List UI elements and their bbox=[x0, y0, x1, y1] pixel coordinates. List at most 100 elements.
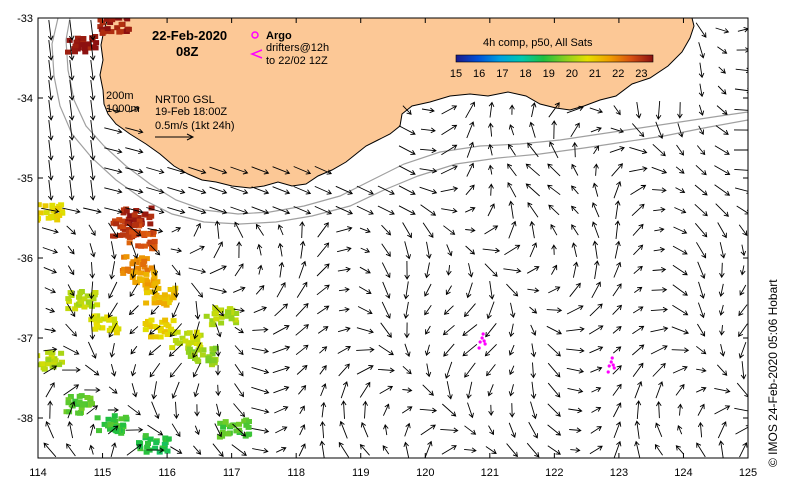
current-arrow-icon bbox=[378, 344, 394, 356]
current-arrow-icon bbox=[446, 244, 453, 257]
current-arrow-icon bbox=[380, 322, 392, 338]
current-arrow-icon bbox=[694, 223, 708, 238]
current-arrow-icon bbox=[377, 185, 395, 195]
current-arrow-icon bbox=[316, 284, 330, 296]
current-arrow-icon bbox=[125, 147, 144, 155]
current-arrow-icon bbox=[466, 141, 475, 158]
current-arrow-icon bbox=[67, 245, 75, 255]
current-arrow-icon bbox=[108, 386, 118, 394]
sst-pixel bbox=[31, 219, 37, 224]
current-arrow-icon bbox=[273, 385, 290, 394]
sst-pixel bbox=[232, 317, 239, 323]
current-arrow-icon bbox=[441, 445, 457, 455]
current-arrow-icon bbox=[422, 222, 434, 239]
sst-pixel bbox=[38, 362, 41, 368]
colorbar-tick-label: 21 bbox=[589, 68, 601, 80]
current-arrow-icon bbox=[168, 343, 183, 357]
sst-pixel bbox=[139, 231, 146, 237]
sst-pixel bbox=[120, 422, 127, 428]
sst-pixel bbox=[112, 321, 118, 326]
current-arrow-icon bbox=[125, 187, 144, 195]
sst-pixel bbox=[122, 414, 129, 420]
sst-pixel bbox=[113, 330, 120, 336]
current-arrow-icon bbox=[633, 265, 643, 274]
current-arrow-icon bbox=[698, 104, 705, 116]
sst-pixel bbox=[72, 398, 79, 404]
current-arrow-icon bbox=[146, 167, 165, 175]
current-arrow-icon bbox=[464, 447, 477, 454]
current-arrow-icon bbox=[296, 364, 308, 375]
sst-pixel bbox=[115, 18, 121, 21]
sst-pixel bbox=[38, 202, 42, 208]
current-arrow-icon bbox=[89, 20, 96, 41]
sst-pixel bbox=[224, 431, 231, 437]
current-arrow-icon bbox=[398, 205, 416, 215]
sst-pixel bbox=[162, 317, 169, 323]
current-arrow-icon bbox=[613, 261, 622, 278]
current-arrow-icon bbox=[87, 341, 97, 359]
sst-pixel bbox=[72, 49, 78, 55]
current-arrow-icon bbox=[488, 101, 495, 118]
lat-tick-label: -35 bbox=[17, 173, 33, 185]
sst-pixel bbox=[216, 434, 223, 440]
current-arrow-icon bbox=[504, 244, 521, 256]
current-arrow-icon bbox=[466, 381, 473, 400]
current-arrow-icon bbox=[652, 266, 667, 273]
current-arrow-icon bbox=[298, 443, 306, 457]
sst-pixel bbox=[152, 334, 159, 340]
colorbar-tick-label: 19 bbox=[543, 68, 555, 80]
current-arrow-icon bbox=[398, 145, 416, 155]
map-date: 22-Feb-2020 bbox=[152, 28, 227, 43]
current-arrow-icon bbox=[656, 401, 662, 419]
current-arrow-icon bbox=[718, 66, 726, 74]
current-arrow-icon bbox=[675, 187, 686, 194]
current-arrow-icon bbox=[739, 284, 747, 296]
sst-pixel bbox=[97, 24, 104, 30]
current-arrow-icon bbox=[47, 120, 54, 141]
sst-pixel bbox=[177, 340, 183, 346]
sst-pixel bbox=[219, 430, 226, 435]
current-arrow-icon bbox=[508, 220, 517, 239]
current-arrow-icon bbox=[655, 121, 664, 140]
current-arrow-icon bbox=[317, 305, 330, 315]
lon-tick-label: 124 bbox=[674, 467, 692, 479]
current-arrow-icon bbox=[614, 240, 621, 259]
current-arrow-icon bbox=[527, 287, 540, 294]
current-arrow-icon bbox=[85, 364, 100, 376]
current-arrow-icon bbox=[465, 101, 475, 119]
current-arrow-icon bbox=[631, 123, 645, 138]
current-arrow-icon bbox=[402, 222, 412, 239]
current-arrow-icon bbox=[252, 447, 269, 454]
sst-pixel bbox=[144, 267, 151, 273]
current-arrow-icon bbox=[295, 344, 309, 356]
sst-pixel bbox=[94, 313, 101, 319]
current-arrow-icon bbox=[420, 424, 436, 436]
current-arrow-icon bbox=[655, 381, 664, 399]
current-arrow-icon bbox=[215, 343, 221, 357]
current-vectors bbox=[41, 20, 748, 458]
current-arrow-icon bbox=[734, 167, 748, 174]
current-arrow-icon bbox=[360, 421, 369, 438]
current-arrow-icon bbox=[632, 325, 645, 335]
sst-pixel bbox=[153, 292, 160, 298]
sst-pixel bbox=[210, 358, 217, 364]
current-arrow-icon bbox=[590, 426, 602, 434]
sst-pixel bbox=[245, 424, 252, 430]
current-arrow-icon bbox=[68, 120, 75, 141]
current-arrow-icon bbox=[89, 120, 96, 141]
current-arrow-icon bbox=[464, 362, 476, 378]
current-arrow-icon bbox=[484, 263, 498, 277]
current-arrow-icon bbox=[274, 303, 289, 317]
current-arrow-icon bbox=[696, 442, 706, 458]
current-arrow-icon bbox=[547, 403, 561, 417]
current-arrow-icon bbox=[698, 62, 705, 79]
current-arrow-icon bbox=[698, 281, 706, 299]
sst-pixel bbox=[246, 431, 253, 437]
current-arrow-icon bbox=[568, 407, 583, 414]
current-arrow-icon bbox=[377, 367, 395, 374]
current-arrow-icon bbox=[293, 206, 312, 215]
sst-pixel bbox=[31, 364, 37, 369]
lat-tick-label: -34 bbox=[17, 93, 33, 105]
current-arrow-icon bbox=[440, 186, 459, 193]
current-arrow-icon bbox=[88, 224, 96, 236]
